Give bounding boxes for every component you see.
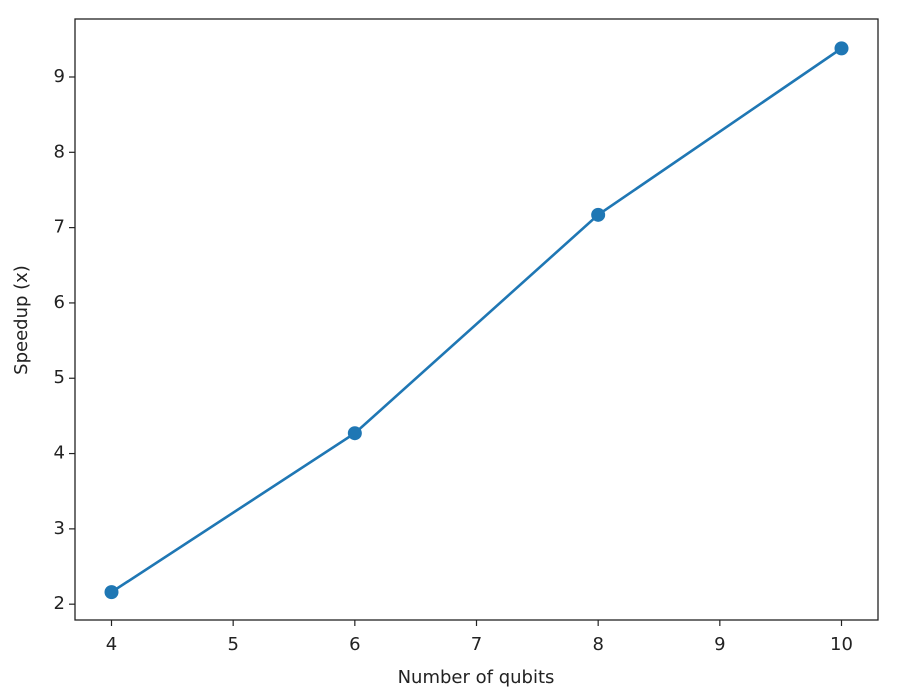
x-tick-label: 8 [592, 634, 603, 655]
y-tick-label: 6 [54, 292, 65, 313]
x-tick-label: 9 [714, 634, 725, 655]
x-axis-label: Number of qubits [398, 667, 555, 688]
line [110, 47, 843, 594]
marker [591, 207, 606, 222]
y-tick-label: 2 [54, 593, 65, 614]
x-tick-label: 6 [349, 634, 360, 655]
x-tick-label: 7 [471, 634, 482, 655]
y-tick-label: 5 [54, 367, 65, 388]
y-tick-label: 3 [54, 518, 65, 539]
y-tick-label: 4 [54, 443, 65, 464]
x-tick-label: 5 [227, 634, 238, 655]
marker [834, 41, 849, 56]
y-tick-label: 9 [54, 66, 65, 87]
y-axis-label: Speedup (x) [11, 265, 32, 375]
y-tick-label: 7 [54, 217, 65, 238]
x-tick-label: 4 [106, 634, 117, 655]
marker [104, 585, 119, 600]
marker [347, 426, 362, 441]
y-tick-label: 8 [54, 141, 65, 162]
x-tick-label: 10 [830, 634, 853, 655]
plot-frame [74, 18, 879, 621]
